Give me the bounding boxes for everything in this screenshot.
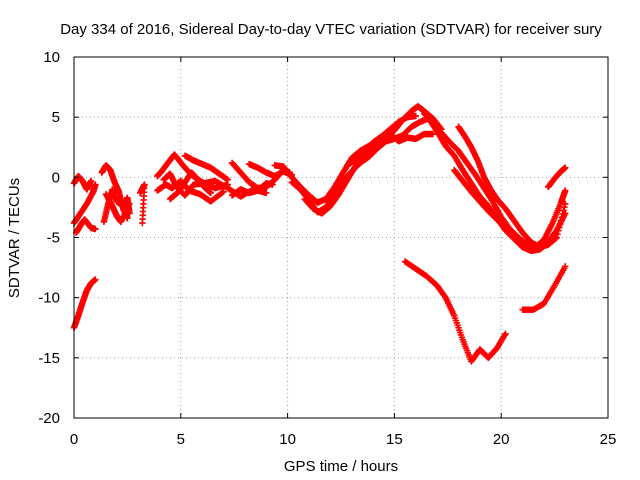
y-tick-label: 5 bbox=[52, 109, 60, 126]
series-track-27 bbox=[519, 263, 569, 313]
x-tick-label: 20 bbox=[493, 431, 510, 448]
series-track-2 bbox=[72, 216, 99, 236]
data-point bbox=[501, 223, 508, 231]
data-point bbox=[562, 187, 569, 194]
data-point bbox=[412, 112, 419, 120]
y-tick-label: -5 bbox=[47, 230, 60, 247]
data-point bbox=[557, 217, 565, 224]
data-point bbox=[502, 330, 509, 337]
data-point bbox=[263, 189, 270, 197]
grid bbox=[74, 57, 608, 418]
series-track-24 bbox=[451, 166, 509, 232]
y-axis-label: SDTVAR / TECUs bbox=[6, 178, 23, 298]
series-track-7 bbox=[102, 190, 133, 226]
data-point bbox=[560, 207, 567, 214]
data-point bbox=[92, 276, 99, 283]
series-track-21 bbox=[421, 110, 569, 251]
y-tick-label: 0 bbox=[52, 169, 60, 186]
y-tick-label: 10 bbox=[43, 49, 60, 66]
data-point bbox=[562, 200, 569, 208]
series-track-20 bbox=[344, 112, 419, 169]
x-tick-label: 5 bbox=[177, 431, 185, 448]
x-tick-label: 15 bbox=[386, 431, 403, 448]
series-track-25 bbox=[544, 164, 569, 191]
data-point bbox=[224, 176, 231, 183]
data-point bbox=[92, 225, 99, 233]
x-tick-label: 10 bbox=[279, 431, 296, 448]
series-track-8 bbox=[137, 181, 148, 227]
series-track-26 bbox=[401, 258, 509, 365]
data-point bbox=[219, 189, 226, 196]
x-tick-label: 0 bbox=[70, 431, 78, 448]
data-point bbox=[207, 189, 214, 197]
series-track-16 bbox=[228, 180, 276, 199]
series-track-13 bbox=[166, 169, 214, 203]
x-axis-label: GPS time / hours bbox=[284, 458, 398, 475]
series-track-4 bbox=[70, 276, 99, 331]
y-tick-label: -10 bbox=[38, 290, 60, 307]
data-point bbox=[92, 181, 99, 188]
data-marks bbox=[70, 103, 569, 365]
axis-ticks: 0 5 10 15 20 25 10 5 0 -5 -10 -15 -20 bbox=[38, 49, 616, 448]
series-track-1 bbox=[70, 181, 99, 227]
chart-title: Day 334 of 2016, Sidereal Day-to-day VTE… bbox=[60, 21, 602, 38]
data-point bbox=[556, 220, 564, 228]
series-track-18 bbox=[288, 115, 441, 216]
x-tick-label: 25 bbox=[600, 431, 617, 448]
data-point bbox=[554, 230, 561, 238]
data-point bbox=[429, 130, 437, 138]
y-tick-label: -15 bbox=[38, 350, 60, 367]
y-tick-label: -20 bbox=[38, 410, 60, 427]
series-track-15 bbox=[245, 160, 296, 180]
data-point bbox=[561, 203, 568, 211]
data-point bbox=[139, 219, 146, 227]
data-point bbox=[502, 224, 509, 232]
data-point bbox=[562, 164, 569, 171]
data-point bbox=[559, 210, 566, 218]
data-point bbox=[555, 227, 562, 234]
data-point bbox=[269, 181, 276, 188]
data-point bbox=[553, 234, 560, 241]
data-point bbox=[562, 263, 569, 270]
data-point bbox=[126, 200, 133, 208]
data-point bbox=[556, 224, 563, 231]
data-point bbox=[220, 188, 227, 195]
data-point bbox=[87, 177, 95, 185]
series-track-12 bbox=[181, 152, 231, 183]
data-point bbox=[558, 214, 566, 221]
series-track-23 bbox=[455, 123, 569, 251]
